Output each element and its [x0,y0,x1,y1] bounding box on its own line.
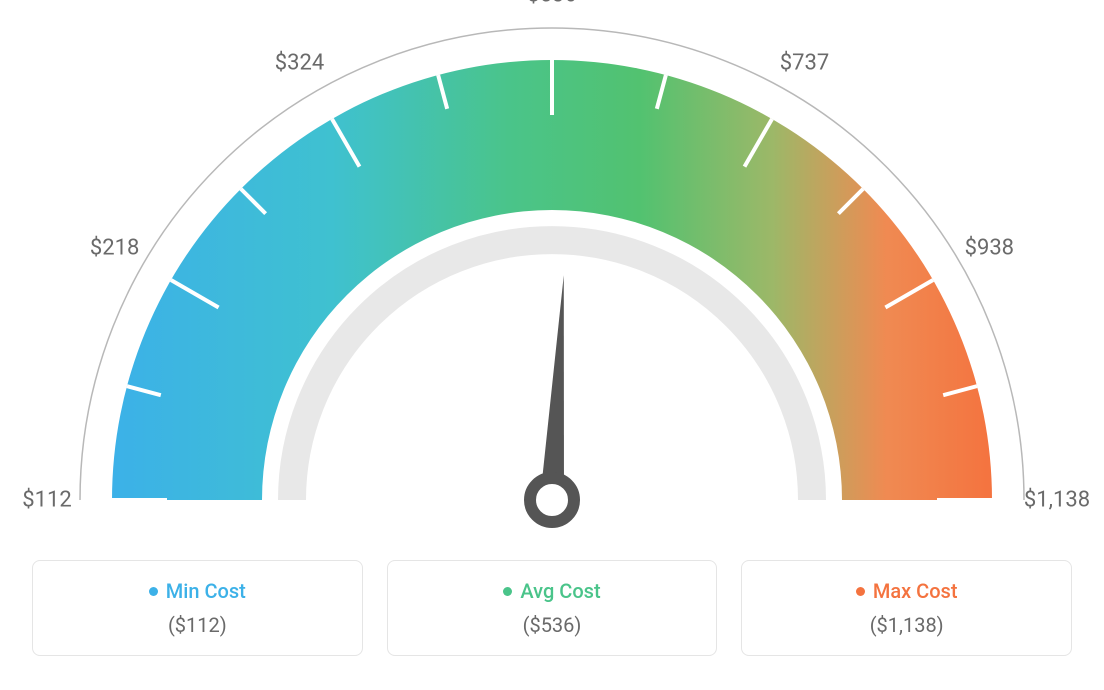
legend-label-min: Min Cost [149,579,246,603]
legend-dot-avg [503,587,512,596]
legend-card-min: Min Cost ($112) [32,560,363,656]
legend-dot-max [856,587,865,596]
legend-text-avg: Avg Cost [520,579,600,603]
legend-text-min: Min Cost [166,579,246,603]
legend-row: Min Cost ($112) Avg Cost ($536) Max Cost… [32,560,1072,656]
gauge-tick-label: $112 [22,488,71,513]
gauge-tick-label: $737 [780,50,829,75]
legend-dot-min [149,587,158,596]
legend-value-max: ($1,138) [742,613,1071,637]
legend-label-max: Max Cost [856,579,958,603]
gauge-tick-label: $938 [965,235,1014,260]
legend-value-avg: ($536) [388,613,717,637]
legend-text-max: Max Cost [873,579,958,603]
gauge-svg [22,10,1082,540]
legend-card-avg: Avg Cost ($536) [387,560,718,656]
legend-value-min: ($112) [33,613,362,637]
gauge-tick-label: $324 [275,50,324,75]
gauge-tick-label: $1,138 [1024,488,1090,513]
cost-gauge: $112$218$324$536$737$938$1,138 [22,10,1082,540]
legend-label-avg: Avg Cost [503,579,600,603]
gauge-tick-label: $218 [90,235,139,260]
gauge-tick-label: $536 [527,0,576,8]
legend-card-max: Max Cost ($1,138) [741,560,1072,656]
